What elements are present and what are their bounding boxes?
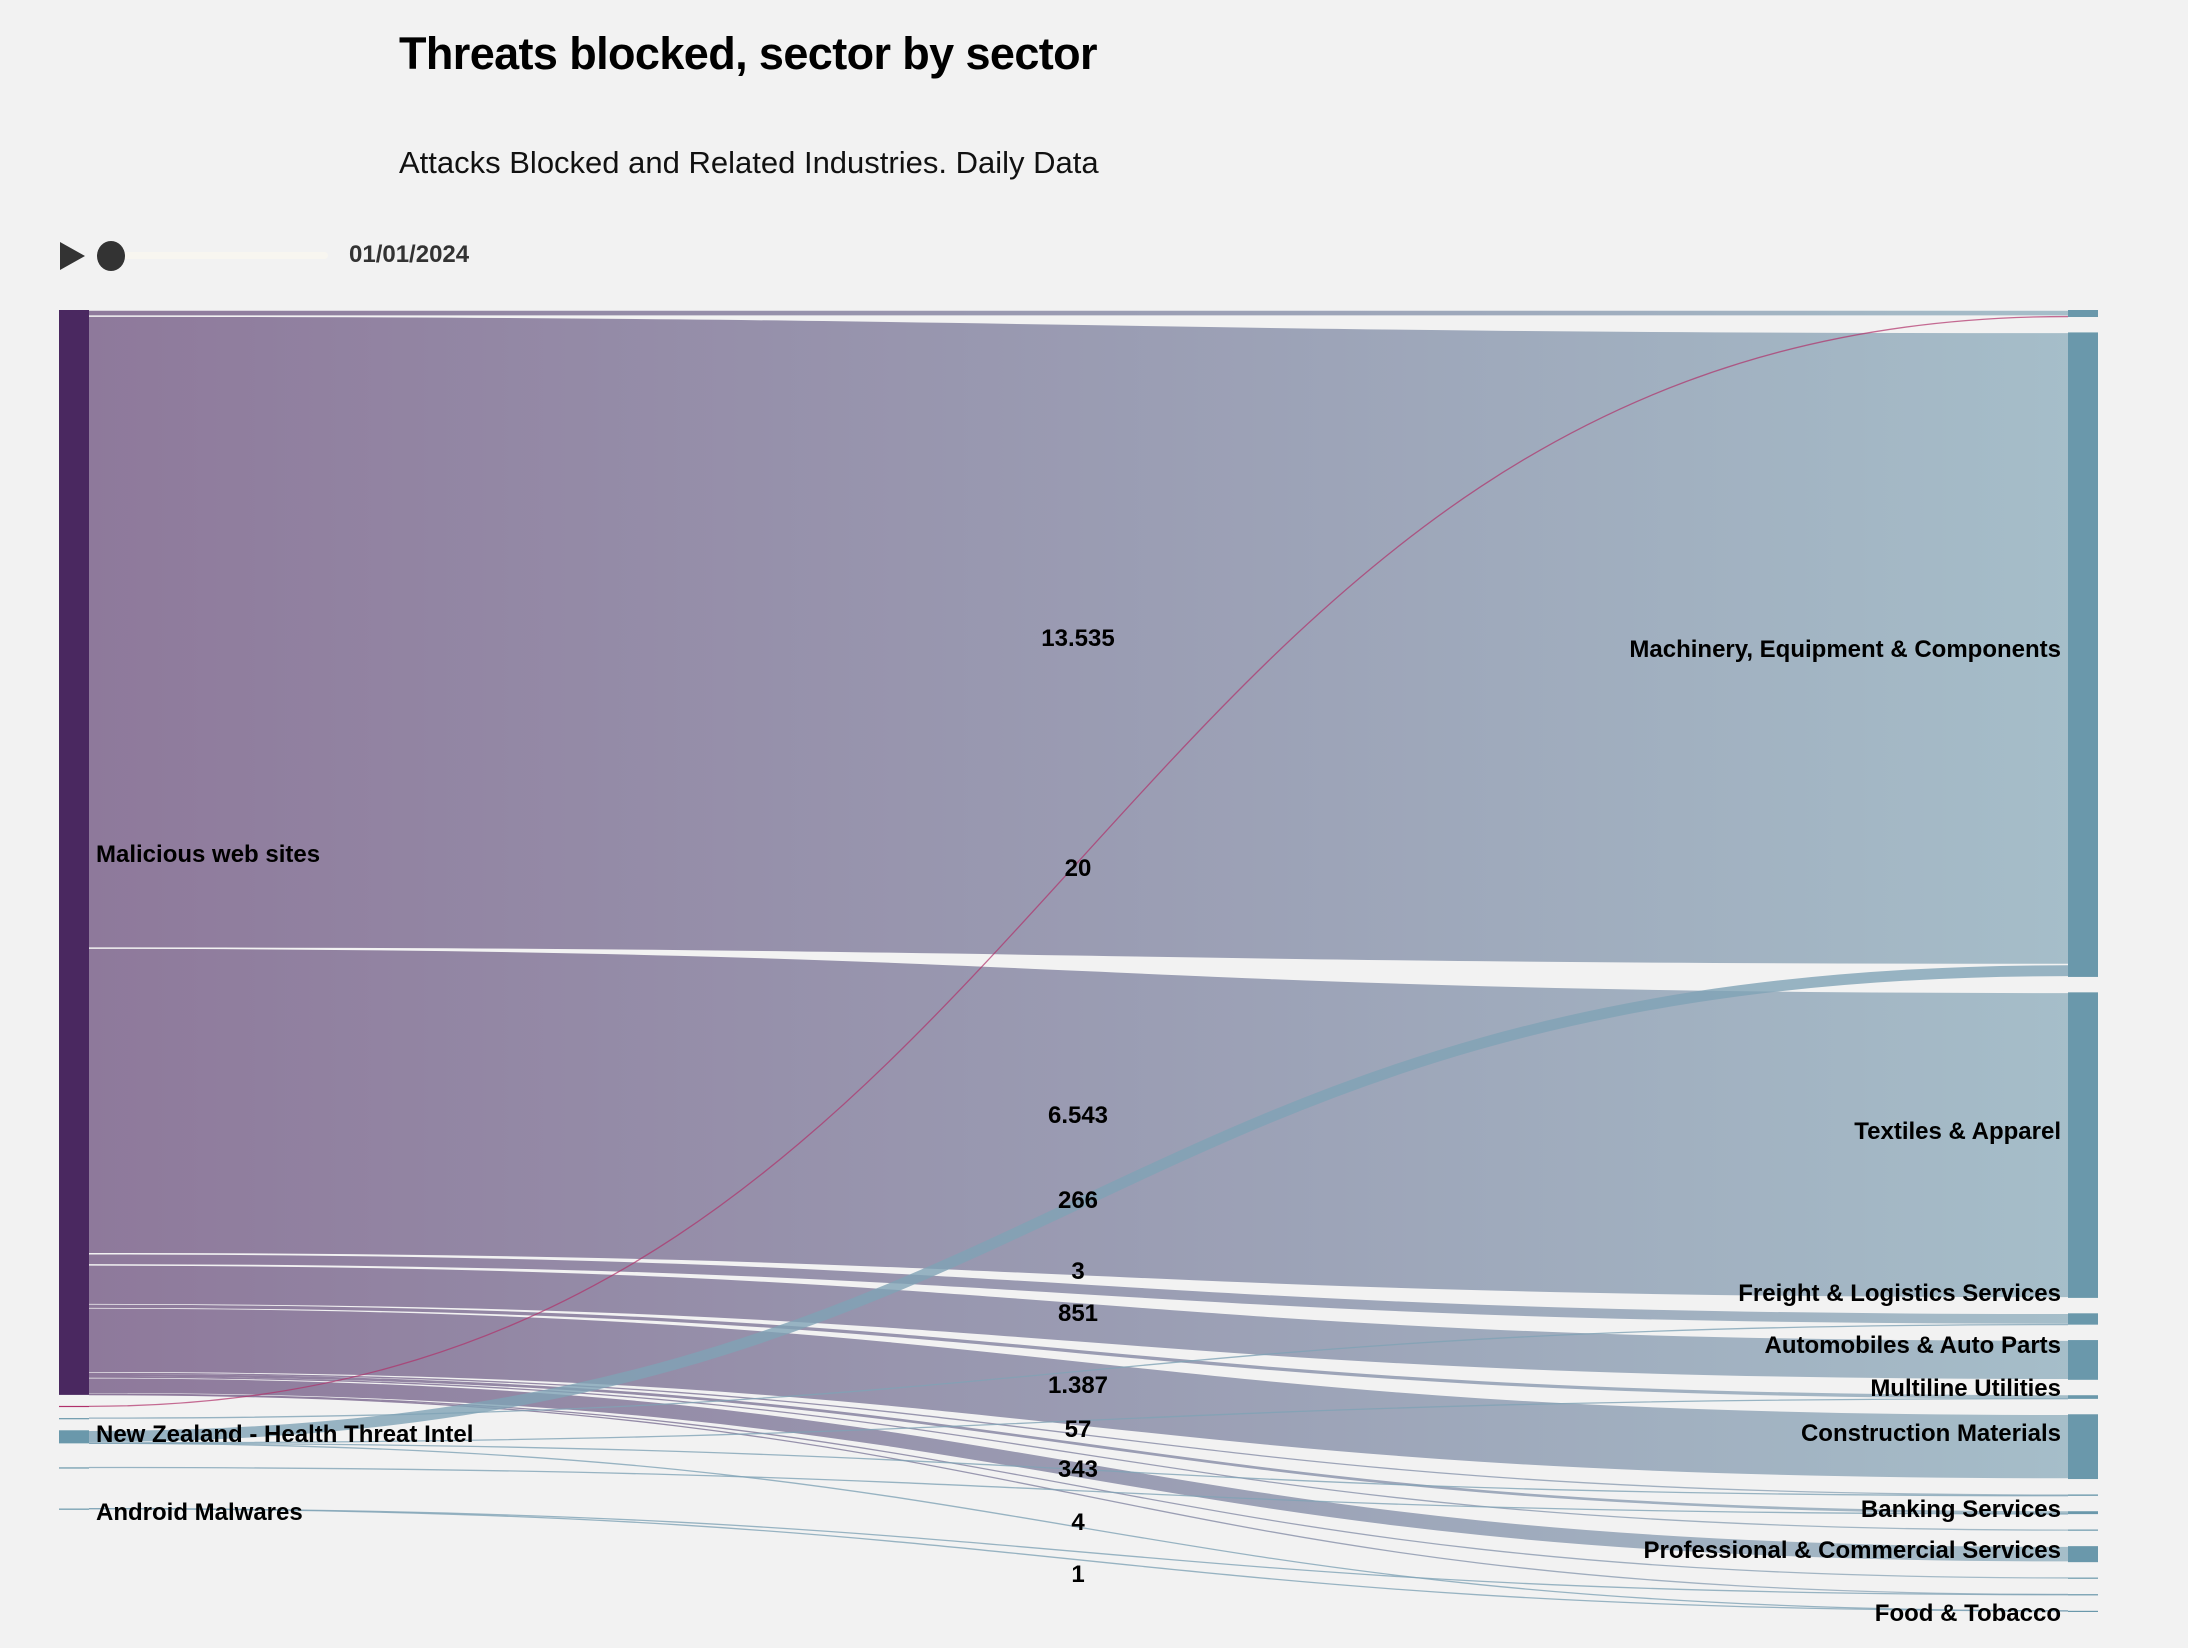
link-value-label: 13.535	[1041, 625, 1114, 652]
sankey-link[interactable]	[88, 1507, 2069, 1596]
sankey-link[interactable]	[88, 1373, 2069, 1514]
target-node[interactable]	[2068, 1395, 2098, 1399]
target-node[interactable]	[2068, 332, 2098, 977]
sankey-link[interactable]	[88, 1508, 2069, 1612]
source-node[interactable]	[59, 1430, 89, 1444]
source-node-label: Malicious web sites	[96, 841, 320, 868]
target-node-label: Machinery, Equipment & Components	[1629, 636, 2061, 663]
current-date: 01/01/2024	[349, 241, 470, 268]
link-value-label: 57	[1065, 1416, 1092, 1443]
link-value-label: 3	[1071, 1258, 1084, 1285]
labels-layer: 13.535 6.543 851 1.387 57 343 20 3 266 4 1 Maliciou…	[96, 625, 2061, 1627]
target-node[interactable]	[2068, 1594, 2098, 1596]
timeline-slider-handle[interactable]	[97, 241, 125, 271]
link-value-label: 1.387	[1048, 1372, 1108, 1399]
target-node[interactable]	[2068, 1577, 2098, 1579]
sankey-link[interactable]	[88, 965, 2069, 1442]
target-node[interactable]	[2068, 1340, 2098, 1380]
chart-subtitle: Attacks Blocked and Related Industries. …	[399, 145, 1099, 180]
sankey-link[interactable]	[88, 1308, 2069, 1479]
play-icon[interactable]	[60, 242, 85, 270]
target-node-label: Automobiles & Auto Parts	[1765, 1332, 2061, 1359]
sankey-link[interactable]	[88, 1304, 2069, 1399]
sankey-link[interactable]	[88, 1466, 2069, 1515]
links-layer	[88, 310, 2069, 1612]
sankey-link[interactable]	[88, 315, 2069, 1407]
target-node-label: Multiline Utilities	[1870, 1375, 2061, 1402]
target-node[interactable]	[2068, 1546, 2098, 1563]
target-node-label: Textiles & Apparel	[1854, 1118, 2061, 1145]
source-node-label: Android Malwares	[96, 1499, 303, 1526]
target-node[interactable]	[2068, 1414, 2098, 1480]
link-value-label: 266	[1058, 1187, 1098, 1214]
target-node-label: Banking Services	[1861, 1496, 2061, 1523]
nodes-layer	[59, 310, 2098, 1612]
sankey-link[interactable]	[88, 1442, 2069, 1497]
sankey-link[interactable]	[88, 1265, 2069, 1380]
link-value-label: 20	[1065, 855, 1092, 882]
target-node[interactable]	[2068, 992, 2098, 1298]
link-value-label: 851	[1058, 1300, 1098, 1327]
source-node[interactable]	[59, 1467, 89, 1469]
sankey-link[interactable]	[88, 1254, 2069, 1324]
target-node[interactable]	[2068, 1529, 2098, 1531]
sankey-link[interactable]	[88, 1372, 2069, 1496]
link-value-label: 6.543	[1048, 1102, 1108, 1129]
sankey-link[interactable]	[88, 1398, 2069, 1444]
source-node[interactable]	[59, 1405, 89, 1408]
sankey-link[interactable]	[88, 1442, 2069, 1612]
link-value-label: 1	[1071, 1561, 1084, 1588]
target-node-label: Freight & Logistics Services	[1738, 1280, 2061, 1307]
source-node[interactable]	[59, 310, 89, 1395]
link-value-label: 4	[1071, 1509, 1085, 1536]
target-node[interactable]	[2068, 1313, 2098, 1325]
source-node-label: New Zealand - Health Threat Intel	[96, 1421, 473, 1448]
sankey-link[interactable]	[88, 1376, 2069, 1531]
target-node[interactable]	[2068, 1511, 2098, 1515]
target-node-label: Professional & Commercial Services	[1643, 1537, 2061, 1564]
timeline-slider-track[interactable]	[108, 252, 328, 259]
target-node[interactable]	[2068, 310, 2098, 318]
chart-title: Threats blocked, sector by sector	[399, 28, 1098, 79]
source-node[interactable]	[59, 1508, 89, 1510]
sankey-link[interactable]	[88, 316, 2069, 964]
target-node-label: Food & Tobacco	[1875, 1600, 2061, 1627]
target-node[interactable]	[2068, 1610, 2098, 1612]
target-node-label: Construction Materials	[1801, 1420, 2061, 1447]
link-value-label: 343	[1058, 1456, 1098, 1483]
target-node[interactable]	[2068, 1494, 2098, 1496]
sankey-link[interactable]	[88, 948, 2069, 1298]
source-node[interactable]	[59, 1418, 89, 1420]
